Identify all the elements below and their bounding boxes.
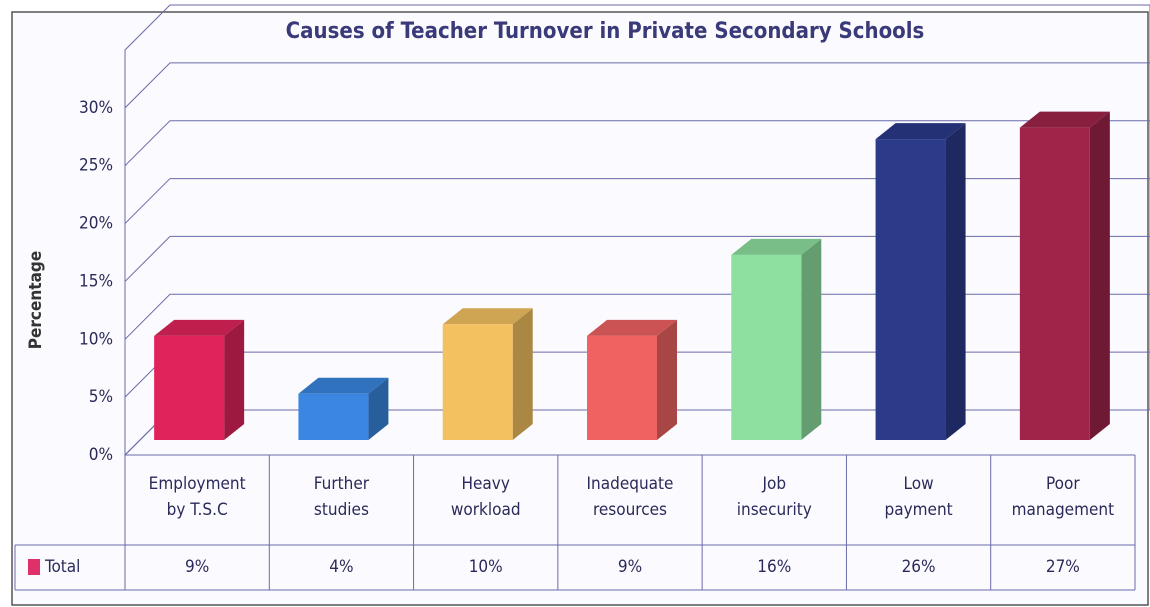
y-tick-label: 20% [79,214,113,234]
bar-front [731,254,802,440]
bar-side [657,319,677,440]
x-tick-label: Low payment [885,474,953,520]
bar [875,123,966,441]
chart-title: Causes of Teacher Turnover in Private Se… [286,19,925,44]
data-label: 26% [902,557,936,577]
bar-front [442,324,513,440]
bar-top [298,377,389,394]
bar-front [1019,127,1090,441]
legend-swatch [28,559,40,575]
bar-front [154,335,225,440]
data-label: 9% [185,557,209,577]
data-label: 9% [618,557,642,577]
data-label: 16% [757,557,791,577]
y-tick-label: 0% [89,445,113,465]
y-tick-label: 10% [79,329,113,349]
grid-line [124,120,1150,167]
bar [731,238,822,440]
data-label: 27% [1046,557,1080,577]
legend-label: Total [44,557,80,577]
grid-line [124,235,1150,282]
data-label: 4% [329,557,353,577]
x-tick-label: Heavy workload [451,474,521,520]
bar-front [298,393,369,440]
y-tick-label: 15% [79,271,113,291]
bar-top [731,238,822,255]
data-label: 10% [469,557,503,577]
bar-top [587,319,677,336]
bar-side [224,319,245,440]
bar-top [154,319,245,336]
bar [442,308,533,440]
bar-side [368,377,389,440]
bar-side [512,308,533,440]
bar-front [587,335,657,440]
y-tick-label: 30% [79,98,113,118]
bar [154,319,245,440]
bar [587,319,677,440]
bar-front [875,139,946,440]
bar-side [945,123,966,441]
x-tick-label: Job insecurity [737,474,812,520]
grid-line [124,293,1150,340]
x-tick-label: Poor management [1012,474,1114,520]
x-tick-label: Further studies [314,474,370,520]
grid-line [124,178,1150,224]
y-tick-label: 5% [89,387,113,407]
bar-side [1089,111,1110,441]
bar-top [1019,111,1110,128]
bar-side [801,238,822,440]
bar [298,377,389,440]
y-tick-label: 25% [79,156,113,176]
grid-line [124,62,1150,109]
x-tick-label: Employment by T.S.C [149,474,246,520]
bar-top [875,123,966,140]
y-axis-label: Percentage [26,251,46,349]
bar-top [442,308,533,325]
x-tick-label: Inadequate resources [587,474,674,520]
bar [1019,111,1110,441]
